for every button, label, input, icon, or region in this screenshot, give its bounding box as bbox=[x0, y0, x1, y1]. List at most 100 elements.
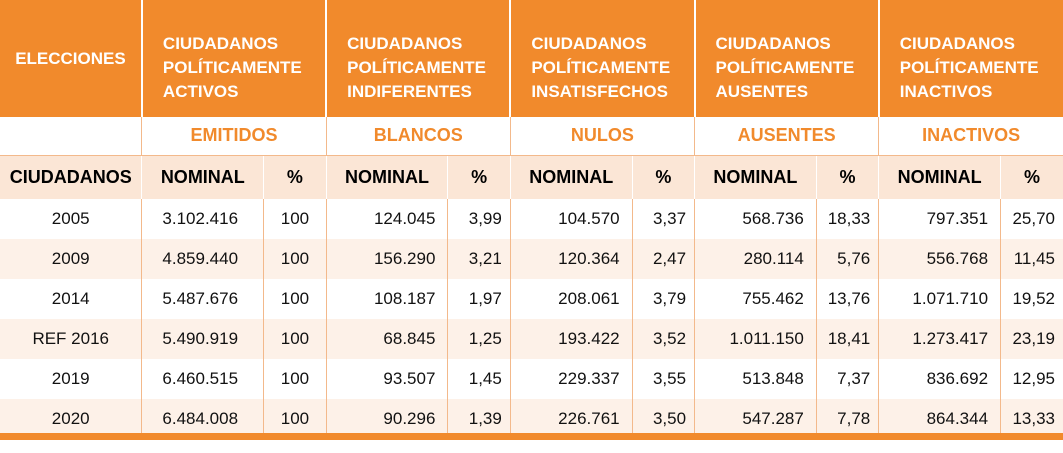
elecciones-header: ELECCIONES bbox=[0, 0, 143, 117]
percent-cell: 100 bbox=[263, 239, 327, 279]
percent-cell: 1,39 bbox=[447, 399, 511, 439]
table-row: 2005 3.102.416 100 124.045 3,99 104.570 … bbox=[0, 199, 1063, 239]
percent-cell: 3,52 bbox=[632, 319, 696, 359]
group-line: POLÍTICAMENTE bbox=[531, 58, 671, 77]
percent-cell: 100 bbox=[263, 199, 327, 239]
nominal-cell: 93.507 bbox=[326, 359, 449, 399]
group-insatisfechos-header: CIUDADANOS POLÍTICAMENTE INSATISFECHOS bbox=[510, 0, 696, 117]
group-inactivos-header: CIUDADANOS POLÍTICAMENTE INACTIVOS bbox=[878, 0, 1063, 117]
nominal-cell: 1.011.150 bbox=[694, 319, 817, 359]
group-line: POLÍTICAMENTE bbox=[899, 58, 1039, 77]
nominal-cell: 836.692 bbox=[878, 359, 1002, 399]
nominal-cell: 755.462 bbox=[694, 279, 817, 319]
nominal-cell: 1.071.710 bbox=[878, 279, 1002, 319]
category-empty-cell bbox=[0, 117, 143, 156]
percent-cell: 23,19 bbox=[1000, 319, 1063, 359]
percent-cell: 100 bbox=[263, 359, 327, 399]
group-line: INDIFERENTES bbox=[347, 82, 472, 101]
column-header-row: CIUDADANOS NOMINAL % NOMINAL % NOMINAL %… bbox=[0, 155, 1063, 199]
group-line: POLÍTICAMENTE bbox=[162, 58, 302, 77]
bottom-divider bbox=[0, 433, 1063, 440]
group-line: INSATISFECHOS bbox=[531, 82, 668, 101]
year-cell: 2014 bbox=[0, 279, 143, 319]
group-line: CIUDADANOS bbox=[531, 34, 647, 53]
nominal-header: NOMINAL bbox=[141, 155, 265, 199]
percent-cell: 3,50 bbox=[632, 399, 696, 439]
nominal-cell: 108.187 bbox=[326, 279, 449, 319]
percent-cell: 3,37 bbox=[632, 199, 696, 239]
percent-cell: 3,79 bbox=[632, 279, 696, 319]
percent-cell: 1,97 bbox=[447, 279, 511, 319]
nominal-header: NOMINAL bbox=[694, 155, 817, 199]
nominal-cell: 513.848 bbox=[694, 359, 817, 399]
nominal-cell: 556.768 bbox=[878, 239, 1002, 279]
percent-cell: 100 bbox=[263, 399, 327, 439]
percent-cell: 18,41 bbox=[816, 319, 880, 359]
category-emitidos: EMITIDOS bbox=[141, 117, 327, 156]
table-row: REF 2016 5.490.919 100 68.845 1,25 193.4… bbox=[0, 319, 1063, 359]
nominal-cell: 193.422 bbox=[510, 319, 633, 359]
ciudadanos-header: CIUDADANOS bbox=[0, 155, 143, 199]
table-row: 2014 5.487.676 100 108.187 1,97 208.061 … bbox=[0, 279, 1063, 319]
group-line: POLÍTICAMENTE bbox=[715, 58, 855, 77]
percent-cell: 7,37 bbox=[816, 359, 880, 399]
table-row: 2020 6.484.008 100 90.296 1,39 226.761 3… bbox=[0, 399, 1063, 439]
percent-cell: 13,33 bbox=[1000, 399, 1063, 439]
group-line: CIUDADANOS bbox=[715, 34, 831, 53]
category-inactivos: INACTIVOS bbox=[878, 117, 1063, 156]
percent-cell: 100 bbox=[263, 279, 327, 319]
percent-cell: 5,76 bbox=[816, 239, 880, 279]
group-line: POLÍTICAMENTE bbox=[347, 58, 486, 77]
percent-header: % bbox=[263, 155, 327, 199]
nominal-cell: 104.570 bbox=[510, 199, 633, 239]
nominal-cell: 864.344 bbox=[878, 399, 1002, 439]
group-line: CIUDADANOS bbox=[899, 34, 1015, 53]
category-blancos: BLANCOS bbox=[326, 117, 511, 156]
group-header-row: ELECCIONES CIUDADANOS POLÍTICAMENTE ACTI… bbox=[0, 0, 1063, 117]
year-cell: 2019 bbox=[0, 359, 143, 399]
group-line: ACTIVOS bbox=[162, 82, 239, 101]
nominal-cell: 208.061 bbox=[510, 279, 633, 319]
group-line: CIUDADANOS bbox=[162, 34, 279, 53]
table-row: 2009 4.859.440 100 156.290 3,21 120.364 … bbox=[0, 239, 1063, 279]
nominal-cell: 5.490.919 bbox=[141, 319, 265, 359]
nominal-cell: 547.287 bbox=[694, 399, 817, 439]
percent-cell: 3,21 bbox=[447, 239, 511, 279]
elections-table: ELECCIONES CIUDADANOS POLÍTICAMENTE ACTI… bbox=[0, 0, 1063, 439]
nominal-header: NOMINAL bbox=[878, 155, 1002, 199]
nominal-cell: 6.484.008 bbox=[141, 399, 265, 439]
year-cell: 2005 bbox=[0, 199, 143, 239]
nominal-cell: 124.045 bbox=[326, 199, 449, 239]
year-cell: 2009 bbox=[0, 239, 143, 279]
percent-cell: 25,70 bbox=[1000, 199, 1063, 239]
nominal-cell: 68.845 bbox=[326, 319, 449, 359]
nominal-cell: 90.296 bbox=[326, 399, 449, 439]
percent-cell: 7,78 bbox=[816, 399, 880, 439]
group-indiferentes-header: CIUDADANOS POLÍTICAMENTE INDIFERENTES bbox=[326, 0, 512, 117]
percent-cell: 3,99 bbox=[447, 199, 511, 239]
percent-header: % bbox=[632, 155, 696, 199]
nominal-cell: 120.364 bbox=[510, 239, 633, 279]
nominal-header: NOMINAL bbox=[510, 155, 633, 199]
nominal-cell: 6.460.515 bbox=[141, 359, 265, 399]
table-row: 2019 6.460.515 100 93.507 1,45 229.337 3… bbox=[0, 359, 1063, 399]
group-activos-header: CIUDADANOS POLÍTICAMENTE ACTIVOS bbox=[141, 0, 328, 117]
nominal-cell: 5.487.676 bbox=[141, 279, 265, 319]
category-ausentes: AUSENTES bbox=[694, 117, 880, 156]
nominal-cell: 568.736 bbox=[694, 199, 817, 239]
nominal-cell: 1.273.417 bbox=[878, 319, 1002, 359]
nominal-cell: 3.102.416 bbox=[141, 199, 265, 239]
percent-header: % bbox=[1000, 155, 1063, 199]
group-line: INACTIVOS bbox=[899, 82, 993, 101]
percent-cell: 18,33 bbox=[816, 199, 880, 239]
nominal-cell: 156.290 bbox=[326, 239, 449, 279]
nominal-header: NOMINAL bbox=[326, 155, 449, 199]
nominal-cell: 229.337 bbox=[510, 359, 633, 399]
percent-cell: 12,95 bbox=[1000, 359, 1063, 399]
nominal-cell: 797.351 bbox=[878, 199, 1002, 239]
percent-cell: 3,55 bbox=[632, 359, 696, 399]
percent-cell: 1,45 bbox=[447, 359, 511, 399]
percent-cell: 100 bbox=[263, 319, 327, 359]
nominal-cell: 280.114 bbox=[694, 239, 817, 279]
year-cell: REF 2016 bbox=[0, 319, 143, 359]
